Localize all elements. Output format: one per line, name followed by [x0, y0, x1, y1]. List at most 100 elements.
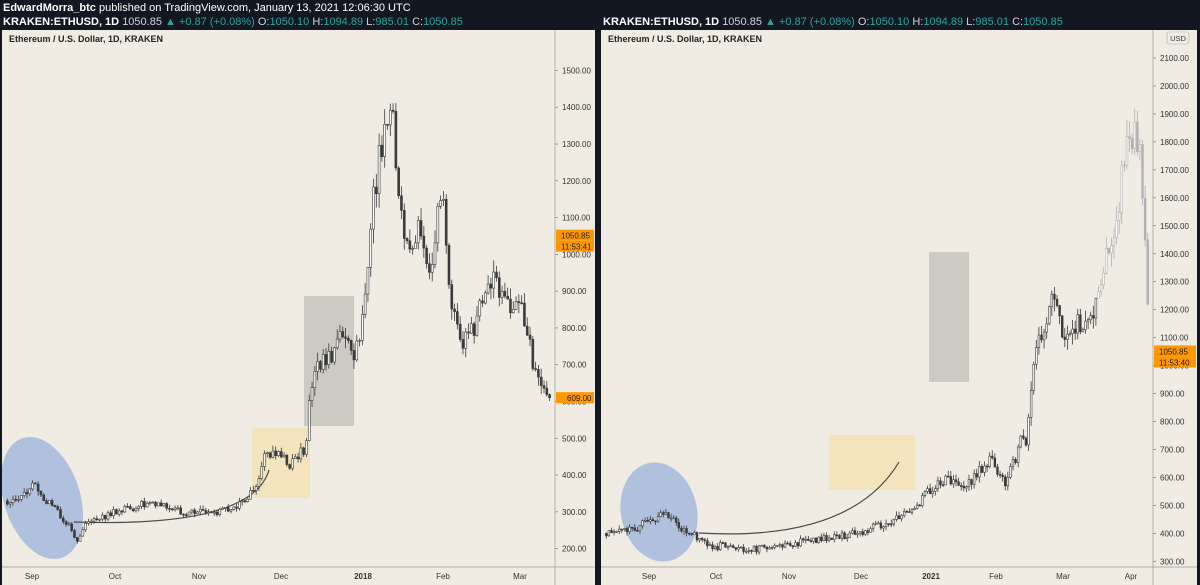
candle-body — [643, 520, 647, 522]
candle-body — [470, 323, 473, 334]
candle-body — [115, 509, 118, 515]
candle-body — [638, 525, 642, 531]
candle-body — [685, 528, 688, 534]
candle-body — [991, 455, 994, 459]
candle-body — [6, 500, 9, 505]
candle-body — [500, 290, 504, 298]
candle-body — [952, 479, 955, 485]
candle-body — [439, 200, 442, 207]
candle-body — [804, 538, 807, 541]
candle-body — [651, 519, 655, 522]
candle-body — [776, 545, 779, 547]
candle-body — [50, 500, 54, 506]
up-arrow-icon-right: ▲ — [765, 16, 776, 28]
y-tick-label: 400.00 — [1160, 529, 1185, 538]
candle-body — [338, 331, 342, 340]
last-price-right: 1050.85 — [722, 16, 762, 28]
candle-body — [1097, 291, 1100, 299]
candle-body — [610, 530, 613, 534]
candle-body — [631, 526, 634, 529]
candle-body — [851, 530, 854, 534]
current-price-label: 1050.85 — [561, 232, 590, 241]
candle-body — [282, 454, 286, 458]
candle-body — [796, 542, 800, 547]
candle-body — [509, 298, 512, 314]
candle-body — [654, 520, 657, 523]
candle-body — [882, 526, 885, 529]
candle-body — [721, 542, 725, 544]
price-change-right: +0.87 (+0.08%) — [778, 16, 855, 28]
candle-body — [1125, 136, 1129, 166]
candle-body — [285, 454, 289, 465]
candle-body — [848, 532, 851, 538]
candle-body — [1058, 305, 1061, 317]
high-value: 1094.89 — [323, 16, 364, 28]
current-price-tag — [556, 229, 594, 241]
candle-body — [140, 500, 143, 507]
candle-body — [484, 292, 487, 304]
candle-body — [126, 506, 129, 508]
candle-body — [1035, 347, 1038, 365]
chart-right[interactable]: Ethereum / U.S. Dollar, 1D, KRAKEN 2100.0… — [601, 30, 1197, 585]
chart-left[interactable]: Ethereum / U.S. Dollar, 1D, KRAKEN 1500.0… — [2, 30, 595, 585]
candle-body — [442, 198, 445, 201]
candle-body — [641, 520, 644, 527]
y-tick-label: 1100.00 — [1160, 334, 1189, 343]
candle-body — [972, 473, 976, 485]
candle-body — [61, 517, 65, 522]
candle-body — [112, 509, 115, 516]
y-tick-label: 900.00 — [562, 287, 587, 296]
candle-body — [347, 337, 350, 341]
candle-body — [675, 517, 678, 523]
candle-body — [187, 511, 191, 516]
candle-body — [366, 267, 370, 295]
candle-body — [548, 394, 551, 399]
candle-body — [444, 198, 448, 246]
current-price-label: 1050.85 — [1159, 347, 1188, 356]
candle-body — [1076, 314, 1079, 334]
candle-body — [760, 544, 763, 547]
candle-body — [840, 532, 844, 539]
candle-body — [742, 546, 745, 552]
open-value: 1050.10 — [269, 16, 310, 28]
current-price-tag — [1154, 345, 1196, 357]
candle-body — [528, 334, 532, 340]
candle-body — [1107, 247, 1111, 254]
candle-body — [895, 515, 898, 520]
candle-body — [1014, 459, 1017, 463]
candle-body — [1102, 272, 1105, 286]
candle-body — [193, 509, 196, 514]
candle-body — [405, 238, 409, 242]
candle-body — [1055, 298, 1059, 306]
publisher-name[interactable]: EdwardMorra_btc — [3, 2, 96, 14]
candle-body — [489, 283, 493, 289]
candle-body — [458, 323, 462, 340]
candle-body — [789, 543, 792, 546]
candle-body — [1138, 144, 1142, 153]
last-price-label: 609.00 — [567, 394, 592, 403]
up-arrow-icon: ▲ — [165, 16, 176, 28]
candle-body — [814, 537, 818, 543]
candle-body — [358, 340, 361, 342]
candle-body — [949, 476, 953, 485]
candle-body — [330, 350, 333, 363]
candle-body — [467, 331, 470, 334]
candle-body — [416, 220, 420, 244]
candle-body — [232, 506, 236, 510]
candle-body — [159, 502, 163, 507]
candle-body — [947, 475, 950, 478]
candle-body — [1006, 477, 1010, 487]
candle-body — [732, 545, 735, 548]
candle-body — [835, 534, 839, 537]
y-tick-label: 1900.00 — [1160, 110, 1189, 119]
candle-body — [402, 210, 406, 239]
candle-body — [226, 507, 230, 512]
y-tick-label: 1400.00 — [562, 103, 591, 112]
candle-body — [1029, 389, 1033, 418]
candle-body — [17, 499, 20, 501]
candle-body — [980, 466, 984, 473]
candle-body — [249, 490, 252, 500]
candle-body — [856, 532, 859, 535]
candle-body — [786, 542, 789, 545]
candle-body — [985, 465, 989, 468]
